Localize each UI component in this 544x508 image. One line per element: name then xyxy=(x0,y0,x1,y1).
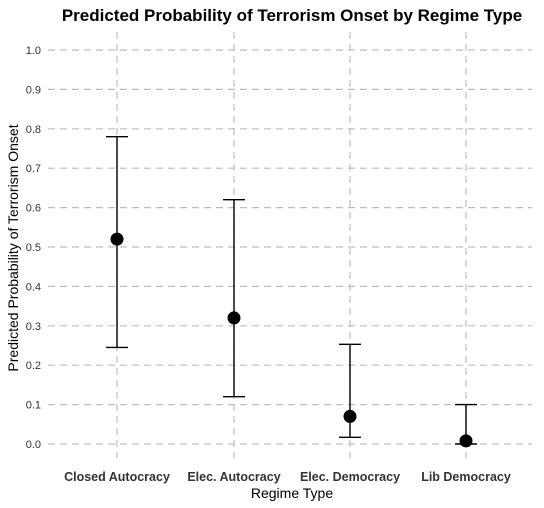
x-tick-label: Elec. Democracy xyxy=(300,470,400,484)
data-point xyxy=(343,409,357,423)
data-point xyxy=(459,434,473,448)
y-tick-label: 0.4 xyxy=(26,281,41,293)
y-tick-label: 0.8 xyxy=(26,124,41,136)
x-axis-title: Regime Type xyxy=(251,485,333,501)
x-tick-labels: Closed Autocracy Elec. Autocracy Elec. Dem… xyxy=(64,470,511,484)
y-axis-title: Predicted Probability of Terrorism Onset xyxy=(5,124,21,371)
y-tick-labels: 0.0 0.1 0.2 0.3 0.4 0.5 0.6 0.7 0.8 0.9 1.0 xyxy=(26,45,41,451)
y-tick-label: 0.3 xyxy=(26,321,41,333)
data-point xyxy=(227,311,241,325)
y-tick-label: 0.1 xyxy=(26,400,41,412)
grid-lines xyxy=(48,32,532,458)
y-tick-label: 0.9 xyxy=(26,84,41,96)
x-tick-label: Elec. Autocracy xyxy=(187,470,280,484)
y-tick-label: 0.0 xyxy=(26,439,41,451)
y-tick-label: 0.2 xyxy=(26,360,41,372)
y-tick-label: 0.6 xyxy=(26,203,41,215)
y-tick-label: 0.7 xyxy=(26,163,41,175)
x-tick-label: Lib Democracy xyxy=(421,470,511,484)
data-point xyxy=(110,232,124,246)
chart-title: Predicted Probability of Terrorism Onset… xyxy=(62,6,522,25)
data-marks xyxy=(106,135,477,448)
x-tick-label: Closed Autocracy xyxy=(64,470,170,484)
y-tick-label: 0.5 xyxy=(26,242,41,254)
y-tick-label: 1.0 xyxy=(26,45,41,57)
